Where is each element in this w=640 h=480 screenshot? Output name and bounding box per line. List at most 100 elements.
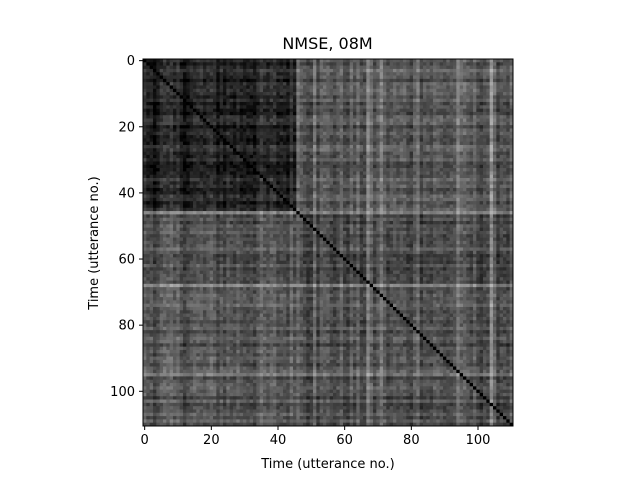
heatmap-cell [196, 88, 201, 93]
heatmap-cell [166, 85, 171, 90]
heatmap-cell [449, 82, 454, 86]
heatmap-cell [349, 128, 354, 133]
heatmap-cell [286, 108, 291, 113]
heatmap-cell [219, 62, 224, 66]
heatmap-cell [439, 95, 444, 100]
heatmap-cell [443, 105, 447, 109]
heatmap-cell [223, 92, 227, 96]
heatmap-cell [369, 78, 374, 83]
heatmap-cell [319, 121, 324, 126]
heatmap-cell [476, 82, 481, 86]
heatmap-cell [413, 178, 417, 182]
heatmap-cell [483, 158, 487, 162]
heatmap-cell [313, 111, 317, 116]
heatmap-cell [459, 191, 464, 195]
heatmap-cell [456, 105, 461, 109]
heatmap-cell [176, 184, 181, 189]
heatmap-cell [456, 128, 461, 133]
heatmap-cell [409, 178, 414, 182]
heatmap-cell [166, 101, 171, 106]
heatmap-cell [159, 168, 164, 172]
heatmap-cell [169, 161, 174, 166]
heatmap-cell [196, 125, 201, 129]
heatmap-cell [209, 105, 214, 109]
heatmap-cell [266, 111, 271, 116]
heatmap-cell [489, 194, 494, 199]
heatmap-cell [179, 65, 184, 70]
heatmap-cell [243, 161, 247, 166]
heatmap-cell [479, 118, 484, 123]
heatmap-cell [443, 178, 447, 182]
heatmap-cell [286, 138, 291, 143]
heatmap-cell [426, 59, 431, 63]
heatmap-cell [466, 92, 471, 96]
heatmap-cell [236, 171, 241, 176]
heatmap-cell [149, 138, 154, 143]
heatmap-cell [466, 128, 471, 133]
heatmap-cell [279, 131, 284, 136]
heatmap-cell [449, 154, 454, 159]
heatmap-cell [499, 171, 504, 176]
heatmap-cell [359, 161, 364, 166]
heatmap-cell [439, 125, 444, 129]
heatmap-cell [223, 141, 227, 146]
heatmap-cell [159, 204, 164, 209]
heatmap-cell [406, 135, 411, 139]
heatmap-cell [273, 181, 277, 185]
heatmap-cell [499, 178, 504, 182]
heatmap-cell [313, 131, 317, 136]
heatmap-cell [369, 168, 374, 172]
heatmap-cell [456, 115, 461, 119]
heatmap-cell [489, 135, 494, 139]
heatmap-cell [296, 78, 301, 83]
heatmap-cell [403, 194, 407, 199]
heatmap-cell [266, 174, 271, 179]
heatmap-cell [269, 59, 274, 63]
heatmap-cell [499, 151, 504, 156]
heatmap-cell [489, 141, 494, 146]
heatmap-cell [356, 98, 361, 103]
heatmap-cell [283, 92, 287, 96]
heatmap-cell [383, 171, 387, 176]
heatmap-cell [439, 85, 444, 90]
heatmap-cell [273, 88, 277, 93]
heatmap-cell [373, 128, 377, 133]
heatmap-cell [169, 59, 174, 63]
heatmap-cell [323, 62, 327, 66]
heatmap-cell [466, 151, 471, 156]
heatmap-cell [369, 98, 374, 103]
heatmap-cell [496, 197, 501, 202]
heatmap-cell [169, 115, 174, 119]
heatmap-cell [389, 72, 394, 76]
heatmap-cell [433, 151, 437, 156]
heatmap-cell [436, 88, 441, 93]
heatmap-cell [396, 168, 401, 172]
heatmap-cell [369, 128, 374, 133]
heatmap-cell [463, 174, 467, 179]
heatmap-cell [469, 148, 474, 152]
heatmap-cell [263, 108, 267, 113]
heatmap-cell [446, 197, 451, 202]
heatmap-cell [366, 204, 371, 209]
heatmap-cell [379, 62, 384, 66]
heatmap-cell [426, 181, 431, 185]
heatmap-cell [329, 151, 334, 156]
heatmap-cell [156, 164, 161, 169]
heatmap-cell [266, 121, 271, 126]
heatmap-cell [466, 148, 471, 152]
heatmap-cell [456, 135, 461, 139]
heatmap-cell [213, 164, 217, 169]
heatmap-cell [493, 62, 497, 66]
heatmap-cell [263, 178, 267, 182]
heatmap-cell [343, 92, 347, 96]
heatmap-cell [436, 98, 441, 103]
heatmap-cell [246, 108, 251, 113]
heatmap-cell [243, 135, 247, 139]
heatmap-cell [216, 85, 221, 90]
heatmap-cell [246, 178, 251, 182]
heatmap-cell [476, 88, 481, 93]
heatmap-cell [256, 128, 261, 133]
heatmap-cell [416, 144, 421, 149]
heatmap-cell [206, 184, 211, 189]
heatmap-cell [319, 191, 324, 195]
